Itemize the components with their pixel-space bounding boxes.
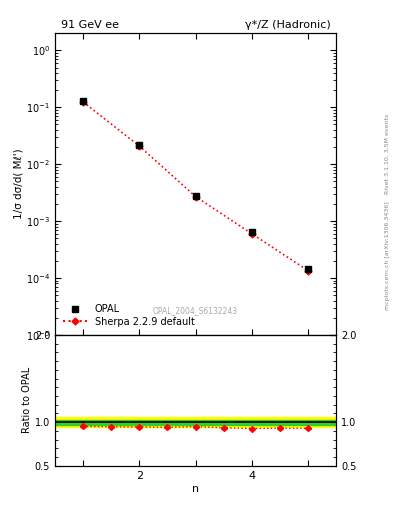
- X-axis label: n: n: [192, 483, 199, 494]
- Y-axis label: Ratio to OPAL: Ratio to OPAL: [22, 367, 32, 434]
- Text: mcplots.cern.ch [arXiv:1306.3436]: mcplots.cern.ch [arXiv:1306.3436]: [385, 202, 390, 310]
- Bar: [55, 420, 336, 425]
- Legend: OPAL, Sherpa 2.2.9 default: OPAL, Sherpa 2.2.9 default: [60, 301, 198, 330]
- Text: Rivet 3.1.10, 3.5M events: Rivet 3.1.10, 3.5M events: [385, 114, 390, 194]
- Text: γ*/Z (Hadronic): γ*/Z (Hadronic): [245, 20, 331, 30]
- Text: 91 GeV ee: 91 GeV ee: [61, 20, 119, 30]
- Text: OPAL_2004_S6132243: OPAL_2004_S6132243: [153, 306, 238, 315]
- Y-axis label: 1/σ dσ/d( Mℓ'): 1/σ dσ/d( Mℓ'): [13, 148, 23, 219]
- Bar: [55, 417, 336, 428]
